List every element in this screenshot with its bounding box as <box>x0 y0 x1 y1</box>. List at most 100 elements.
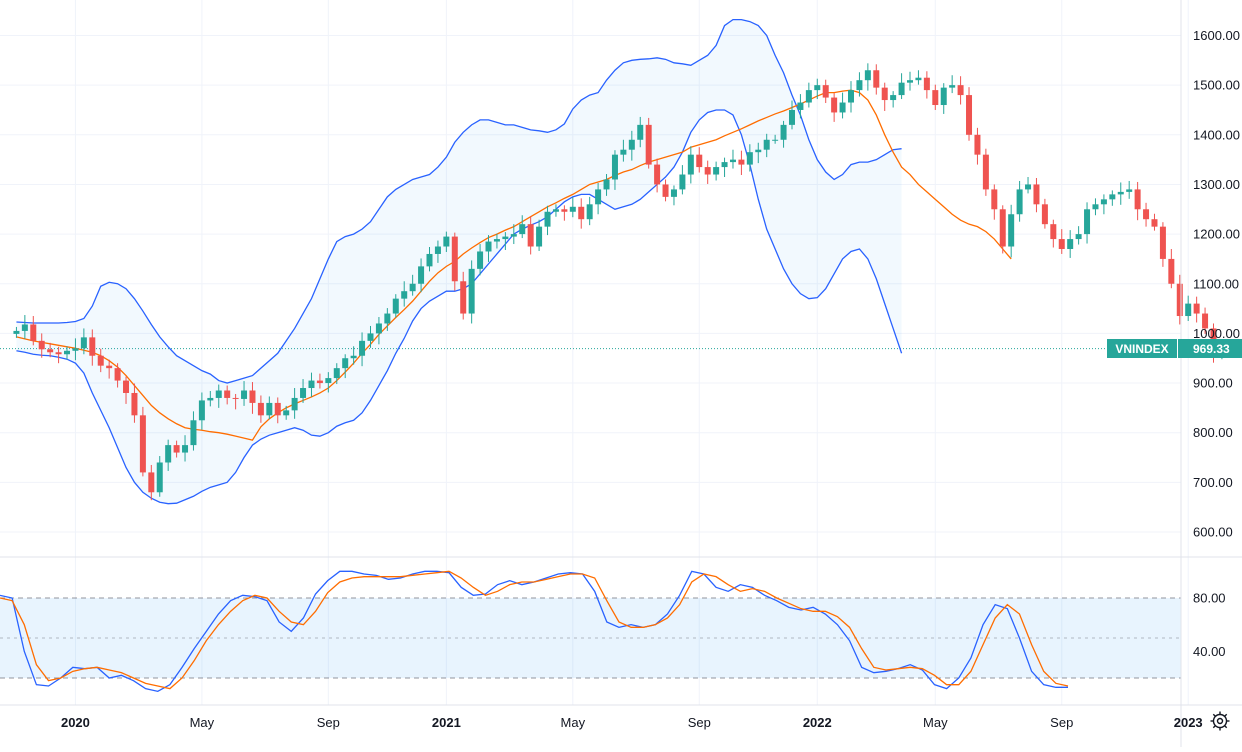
candle-body <box>38 340 45 350</box>
candle-body <box>1075 234 1082 240</box>
candle-body <box>721 162 728 168</box>
candle-body <box>654 164 661 185</box>
candle-body <box>991 189 998 210</box>
bollinger-bands <box>16 18 1012 505</box>
candle-body <box>106 365 113 369</box>
candle-body <box>1016 189 1023 215</box>
price-tick-label: 1000.00 <box>1193 326 1240 341</box>
candle-body <box>940 87 947 106</box>
candle-body <box>729 159 736 163</box>
price-tick-label: 1600.00 <box>1193 28 1240 43</box>
candle-body <box>55 352 62 355</box>
symbol-badge <box>1107 339 1177 358</box>
candle-body <box>207 397 214 401</box>
candle-body <box>1058 239 1065 249</box>
candle-body <box>755 149 762 153</box>
candle-body <box>477 251 484 269</box>
candle-body <box>1092 204 1099 210</box>
candle-body <box>603 179 610 190</box>
candle-body <box>763 139 770 150</box>
candle-body <box>80 337 87 349</box>
stoch-tick-label: 40.00 <box>1193 644 1226 659</box>
candle-body <box>848 90 854 103</box>
candle-body <box>1084 209 1091 235</box>
candle-body <box>139 415 146 473</box>
candle-body <box>915 77 922 81</box>
price-tick-label: 1100.00 <box>1193 276 1239 291</box>
candle-body <box>586 204 593 220</box>
candle-body <box>21 324 28 331</box>
candle-body <box>561 209 568 212</box>
candle-body <box>64 350 71 355</box>
candle-body <box>1067 239 1074 249</box>
candle-body <box>316 380 323 384</box>
candle-body <box>544 211 551 227</box>
candle-body <box>1100 199 1107 205</box>
price-tick-label: 700.00 <box>1193 475 1233 490</box>
candle-body <box>999 209 1006 247</box>
symbol-label: VNINDEX <box>1115 342 1168 356</box>
candle-body <box>291 397 298 411</box>
gear-icon[interactable] <box>1210 711 1230 731</box>
candle-body <box>527 224 534 247</box>
price-labels: VNINDEX 969.33 <box>1107 339 1242 358</box>
candle-body <box>805 90 812 103</box>
candle-body <box>485 241 492 252</box>
candle-body <box>30 324 37 341</box>
candle-body <box>443 236 450 247</box>
candle-body <box>392 298 399 314</box>
candle-body <box>1033 184 1040 205</box>
candle-body <box>780 124 787 140</box>
candle-body <box>215 390 222 398</box>
candle-body <box>1193 303 1200 314</box>
upper-band <box>16 18 902 384</box>
time-tick-label: Sep <box>688 715 711 730</box>
candle-body <box>864 70 871 81</box>
candle-body <box>679 174 686 190</box>
candle-body <box>1185 303 1192 317</box>
candle-body <box>839 102 846 113</box>
candle-body <box>274 402 281 416</box>
candle-body <box>1008 214 1015 247</box>
lower-band <box>16 109 903 505</box>
candle-body <box>493 239 500 242</box>
candle-body <box>300 388 307 398</box>
candle-body <box>1159 226 1166 259</box>
time-tick-label: May <box>561 715 586 730</box>
candle-body <box>949 85 956 88</box>
time-tick-label: May <box>923 715 948 730</box>
candle-body <box>257 402 264 416</box>
time-tick-label: 2022 <box>803 715 832 730</box>
candle-body <box>359 340 366 356</box>
candle-body <box>156 462 163 493</box>
candle-body <box>47 349 54 353</box>
candle-body <box>426 253 433 267</box>
candle-body <box>367 333 374 341</box>
candle-body <box>510 234 517 237</box>
candle-body <box>611 154 618 180</box>
candle-body <box>637 124 644 140</box>
candle-body <box>123 380 130 393</box>
candle-body <box>645 124 652 165</box>
candle-body <box>890 95 897 101</box>
candle-body <box>1134 189 1141 210</box>
settings-button[interactable] <box>1210 711 1230 731</box>
candle-body <box>165 445 172 463</box>
candle-body <box>1117 191 1124 195</box>
candle-body <box>333 368 340 379</box>
candle-body <box>738 159 745 165</box>
candle-body <box>932 90 939 106</box>
grid-layer <box>0 0 1189 705</box>
candle-body <box>1202 313 1209 329</box>
candle-body <box>1176 283 1183 317</box>
candle-body <box>409 283 416 292</box>
candle-body <box>375 323 382 334</box>
candle-body <box>325 378 332 384</box>
candle-body <box>628 139 635 150</box>
candle-body <box>974 134 981 155</box>
candle-body <box>873 70 880 88</box>
candle-body <box>966 95 973 135</box>
candle-body <box>797 102 804 110</box>
